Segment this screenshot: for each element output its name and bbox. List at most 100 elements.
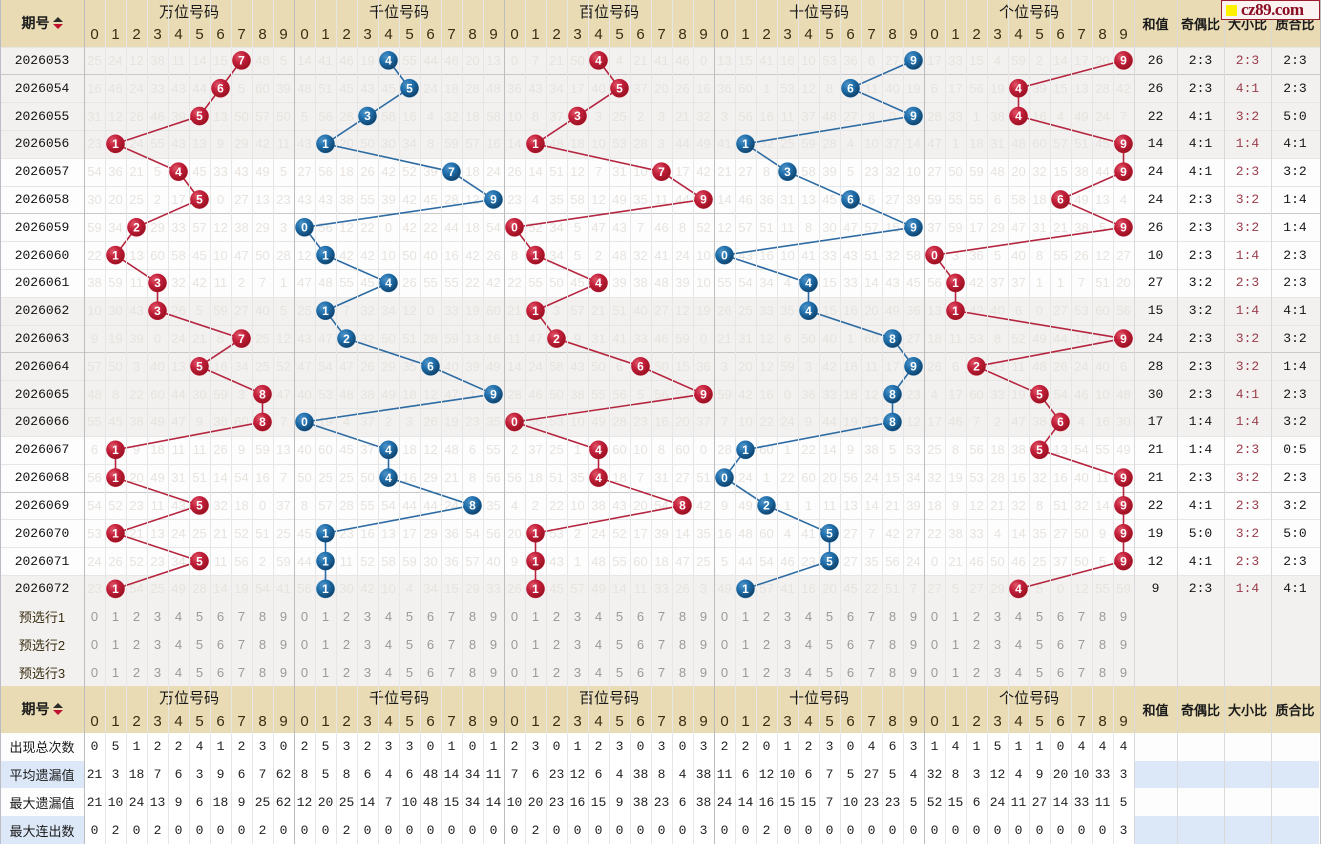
svg-text:9: 9: [1120, 499, 1127, 513]
svg-text:8: 8: [259, 415, 266, 429]
svg-text:1: 1: [322, 554, 329, 568]
svg-text:6: 6: [1057, 415, 1064, 429]
svg-text:1: 1: [112, 471, 119, 485]
svg-text:1: 1: [112, 526, 119, 540]
svg-text:8: 8: [259, 387, 266, 401]
svg-text:8: 8: [679, 499, 686, 513]
svg-text:8: 8: [889, 415, 896, 429]
svg-text:1: 1: [742, 137, 749, 151]
svg-text:9: 9: [1120, 54, 1127, 68]
svg-text:6: 6: [847, 81, 854, 95]
svg-text:9: 9: [1120, 332, 1127, 346]
svg-text:1: 1: [532, 248, 539, 262]
svg-text:1: 1: [742, 443, 749, 457]
svg-text:4: 4: [1015, 81, 1022, 95]
svg-text:0: 0: [301, 221, 308, 235]
svg-text:7: 7: [448, 165, 455, 179]
svg-text:2: 2: [553, 332, 560, 346]
svg-text:1: 1: [532, 304, 539, 318]
svg-text:1: 1: [532, 137, 539, 151]
svg-text:0: 0: [511, 221, 518, 235]
svg-text:1: 1: [112, 582, 119, 596]
svg-text:0: 0: [721, 471, 728, 485]
svg-text:0: 0: [721, 248, 728, 262]
svg-text:4: 4: [595, 471, 602, 485]
svg-text:9: 9: [490, 387, 497, 401]
svg-text:1: 1: [532, 526, 539, 540]
svg-text:4: 4: [595, 276, 602, 290]
svg-text:4: 4: [1015, 582, 1022, 596]
svg-text:5: 5: [196, 499, 203, 513]
svg-text:9: 9: [1120, 221, 1127, 235]
svg-text:9: 9: [1120, 165, 1127, 179]
svg-text:6: 6: [217, 81, 224, 95]
svg-text:1: 1: [112, 443, 119, 457]
svg-text:9: 9: [910, 360, 917, 374]
svg-text:9: 9: [1120, 471, 1127, 485]
svg-text:5: 5: [616, 81, 623, 95]
svg-text:4: 4: [595, 54, 602, 68]
svg-text:0: 0: [301, 415, 308, 429]
svg-text:9: 9: [490, 193, 497, 207]
svg-text:3: 3: [154, 304, 161, 318]
svg-text:4: 4: [805, 304, 812, 318]
svg-text:7: 7: [238, 54, 245, 68]
svg-text:1: 1: [322, 526, 329, 540]
svg-text:1: 1: [322, 248, 329, 262]
svg-text:1: 1: [112, 248, 119, 262]
svg-text:1: 1: [952, 304, 959, 318]
svg-text:8: 8: [889, 332, 896, 346]
svg-text:6: 6: [847, 193, 854, 207]
svg-text:7: 7: [658, 165, 665, 179]
svg-text:9: 9: [1120, 554, 1127, 568]
svg-text:6: 6: [637, 360, 644, 374]
svg-text:6: 6: [1057, 193, 1064, 207]
svg-text:3: 3: [784, 165, 791, 179]
svg-text:0: 0: [931, 248, 938, 262]
svg-text:4: 4: [805, 276, 812, 290]
svg-text:1: 1: [532, 582, 539, 596]
svg-text:5: 5: [826, 526, 833, 540]
svg-text:1: 1: [952, 276, 959, 290]
svg-text:6: 6: [427, 360, 434, 374]
svg-text:9: 9: [700, 193, 707, 207]
svg-text:1: 1: [322, 304, 329, 318]
svg-text:4: 4: [595, 443, 602, 457]
svg-text:1: 1: [322, 137, 329, 151]
svg-text:4: 4: [385, 443, 392, 457]
svg-text:1: 1: [112, 137, 119, 151]
svg-text:4: 4: [385, 276, 392, 290]
svg-text:4: 4: [385, 54, 392, 68]
svg-text:1: 1: [742, 582, 749, 596]
svg-text:4: 4: [385, 471, 392, 485]
svg-text:9: 9: [910, 54, 917, 68]
svg-text:2: 2: [133, 221, 140, 235]
svg-text:9: 9: [1120, 526, 1127, 540]
svg-text:0: 0: [511, 415, 518, 429]
svg-text:8: 8: [889, 387, 896, 401]
svg-text:5: 5: [196, 360, 203, 374]
svg-text:8: 8: [469, 499, 476, 513]
svg-text:5: 5: [196, 554, 203, 568]
svg-text:1: 1: [532, 554, 539, 568]
svg-text:2: 2: [343, 332, 350, 346]
svg-text:4: 4: [175, 165, 182, 179]
svg-text:7: 7: [238, 332, 245, 346]
svg-text:1: 1: [322, 582, 329, 596]
svg-text:3: 3: [154, 276, 161, 290]
svg-text:9: 9: [910, 221, 917, 235]
svg-text:5: 5: [826, 554, 833, 568]
svg-text:5: 5: [196, 193, 203, 207]
svg-text:2: 2: [973, 360, 980, 374]
svg-text:5: 5: [1036, 387, 1043, 401]
svg-text:3: 3: [364, 109, 371, 123]
svg-text:3: 3: [574, 109, 581, 123]
svg-text:2: 2: [763, 499, 770, 513]
svg-text:5: 5: [196, 109, 203, 123]
svg-text:9: 9: [910, 109, 917, 123]
svg-text:5: 5: [1036, 443, 1043, 457]
svg-text:5: 5: [406, 81, 413, 95]
svg-text:4: 4: [1015, 109, 1022, 123]
svg-text:9: 9: [700, 387, 707, 401]
svg-text:9: 9: [1120, 137, 1127, 151]
